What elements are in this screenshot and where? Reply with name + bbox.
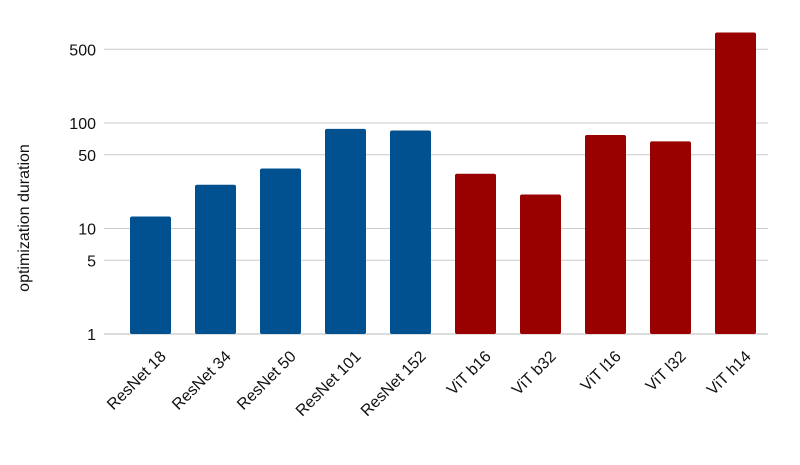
bar-resnet-34 — [195, 184, 236, 334]
x-tick-label: ResNet 34 — [169, 348, 235, 414]
bar-resnet-101 — [325, 128, 366, 334]
y-tick-label: 50 — [78, 148, 96, 165]
bar-vit-b32 — [520, 194, 561, 334]
x-tick-label: ViT l16 — [578, 348, 625, 395]
y-tick-labels: 1 5 10 50 100 500 — [69, 42, 96, 344]
bar-vit-l16 — [585, 134, 626, 334]
y-tick-label: 10 — [78, 222, 96, 239]
bar-vit-h14 — [715, 32, 756, 334]
x-tick-label: ResNet 101 — [293, 348, 365, 420]
y-tick-label: 500 — [69, 42, 96, 59]
x-tick-label: ViT l32 — [643, 348, 690, 395]
x-tick-label: ViT b32 — [509, 348, 560, 399]
bars — [130, 32, 756, 334]
bar-resnet-152 — [390, 130, 431, 334]
y-axis-label: optimization duration — [16, 144, 33, 292]
x-tick-label: ViT b16 — [444, 348, 495, 399]
y-tick-label: 5 — [87, 253, 96, 270]
bar-vit-b16 — [455, 173, 496, 334]
x-tick-label: ResNet 152 — [358, 348, 430, 420]
bar-vit-l32 — [650, 141, 691, 334]
x-tick-label: ResNet 18 — [104, 348, 170, 414]
bar-resnet-50 — [260, 168, 301, 334]
y-tick-label: 100 — [69, 116, 96, 133]
y-tick-label: 1 — [87, 327, 96, 344]
x-tick-label: ViT h14 — [704, 348, 755, 399]
bar-resnet-18 — [130, 216, 171, 334]
x-tick-label: ResNet 50 — [234, 348, 300, 414]
